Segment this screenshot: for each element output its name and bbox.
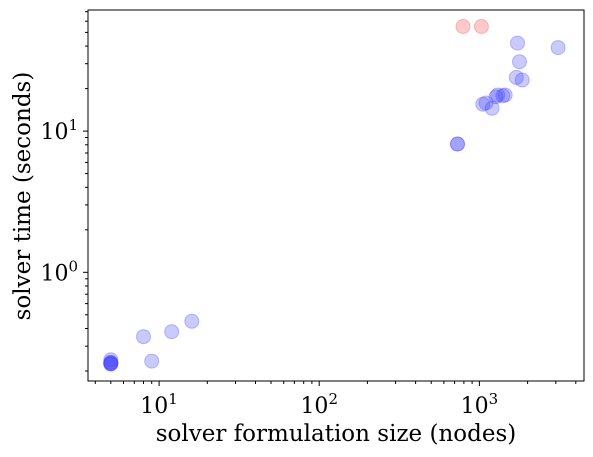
data-point-s1-1 bbox=[473, 19, 489, 34]
data-point-s0-20 bbox=[514, 72, 530, 88]
data-point-s0-17 bbox=[495, 88, 511, 104]
x-tick-label: 103 bbox=[461, 390, 499, 419]
data-point-s0-4 bbox=[103, 356, 119, 372]
plot-frame bbox=[87, 9, 585, 382]
data-point-s0-9 bbox=[184, 313, 200, 329]
axis-ticks: 101 102 103 100 101 bbox=[40, 11, 577, 419]
data-point-s0-2 bbox=[103, 356, 119, 372]
data-point-s0-19 bbox=[508, 69, 524, 85]
y-axis-label: solver time (seconds) bbox=[10, 72, 36, 321]
data-point-s0-6 bbox=[136, 329, 151, 345]
data-point-s0-23 bbox=[550, 40, 566, 56]
data-point-s0-21 bbox=[512, 54, 527, 70]
data-point-s0-1 bbox=[103, 355, 119, 370]
y-tick-label: 100 bbox=[40, 257, 78, 286]
data-point-s0-10 bbox=[450, 136, 465, 152]
data-point-s0-22 bbox=[510, 35, 525, 51]
data-point-s0-7 bbox=[144, 353, 160, 369]
data-points bbox=[103, 19, 566, 372]
y-tick-label: 101 bbox=[40, 116, 78, 145]
data-point-s0-11 bbox=[450, 136, 465, 152]
data-point-s0-16 bbox=[490, 87, 506, 103]
data-point-s0-13 bbox=[478, 95, 494, 111]
data-point-s0-12 bbox=[475, 96, 491, 112]
data-point-s1-0 bbox=[455, 19, 471, 34]
data-point-s0-18 bbox=[497, 87, 513, 103]
data-point-s0-15 bbox=[488, 89, 504, 105]
x-tick-label: 101 bbox=[140, 390, 178, 419]
data-point-s0-8 bbox=[164, 324, 180, 340]
data-point-s0-5 bbox=[103, 352, 119, 368]
data-point-s0-0 bbox=[103, 356, 119, 372]
data-point-s0-14 bbox=[484, 100, 500, 116]
x-tick-label: 102 bbox=[300, 390, 338, 419]
x-axis-label: solver formulation size (nodes) bbox=[156, 421, 516, 447]
data-point-s0-3 bbox=[103, 355, 119, 370]
